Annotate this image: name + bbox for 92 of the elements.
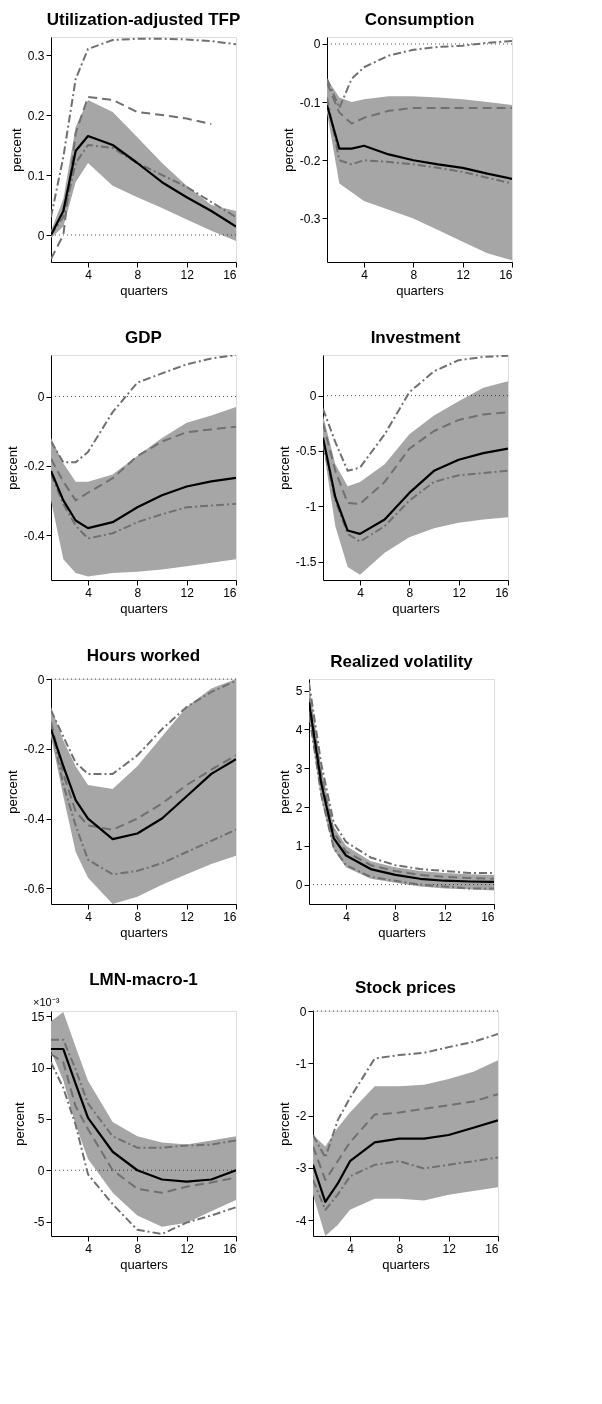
y-tick-label: 0: [309, 389, 317, 404]
y-tick-label: -0.3: [299, 211, 321, 226]
x-axis-title: quarters: [396, 282, 445, 298]
x-tick-label: 8: [392, 909, 400, 924]
y-tick-label: 3: [295, 761, 303, 776]
x-tick-label: 4: [85, 909, 93, 924]
x-tick-label: 12: [180, 267, 195, 282]
y-axis-title: percent: [4, 769, 20, 814]
y-tick-label: -0.2: [299, 153, 321, 168]
y-axis-title: percent: [4, 445, 20, 490]
x-axis-title: quarters: [120, 1256, 169, 1272]
y-axis-title: percent: [276, 769, 292, 814]
y-tick-label: 0: [313, 37, 321, 52]
y-tick-label: 0: [37, 228, 45, 243]
chart-title: Stock prices: [354, 978, 457, 997]
y-tick-label: 10: [31, 1061, 45, 1076]
chart-title: Investment: [370, 328, 461, 347]
y-tick-label: -5: [33, 1215, 45, 1230]
x-tick-label: 12: [180, 585, 195, 600]
y-tick-label: 0: [295, 878, 303, 893]
x-tick-label: 16: [223, 267, 237, 282]
y-axis-title: percent: [8, 127, 24, 172]
y-tick-label: -4: [295, 1213, 307, 1228]
y-tick-label: -0.5: [295, 444, 317, 459]
x-tick-label: 12: [452, 585, 467, 600]
y-tick-label: 0: [299, 1004, 307, 1019]
x-tick-label: 4: [85, 1241, 93, 1256]
y-tick-label: 2: [295, 800, 303, 815]
x-tick-label: 8: [396, 1241, 404, 1256]
chart-title: Realized volatility: [330, 652, 474, 671]
y-tick-label: 0: [37, 390, 45, 405]
x-tick-label: 12: [456, 267, 471, 282]
chart-title: Utilization-adjusted TFP: [46, 10, 241, 29]
x-tick-label: 8: [134, 1241, 142, 1256]
x-tick-label: 12: [180, 909, 195, 924]
x-tick-label: 16: [223, 585, 237, 600]
y-tick-label: 15: [31, 1009, 45, 1024]
x-tick-label: 8: [134, 585, 142, 600]
chart-title: Hours worked: [86, 646, 201, 665]
y-tick-label: 0: [37, 1163, 45, 1178]
x-tick-label: 8: [134, 909, 142, 924]
text: ×10⁻³: [33, 996, 60, 1008]
x-tick-label: 4: [85, 585, 93, 600]
y-tick-label: -0.4: [23, 528, 45, 543]
y-axis-title: percent: [276, 1101, 292, 1146]
y-tick-label: 5: [295, 684, 303, 699]
x-axis-title: quarters: [382, 1256, 431, 1272]
chart-title: GDP: [125, 328, 162, 347]
chart-title: LMN-macro-1: [89, 970, 198, 989]
x-tick-label: 16: [223, 909, 237, 924]
x-tick-label: 16: [499, 267, 513, 282]
y-tick-label: -1: [305, 499, 317, 514]
y-tick-label: -1.5: [295, 555, 317, 570]
y-axis-title: percent: [276, 445, 292, 490]
y-tick-label: 0: [37, 672, 45, 687]
y-tick-label: 0.2: [27, 108, 45, 123]
x-tick-label: 8: [406, 585, 414, 600]
y-tick-label: -2: [295, 1109, 307, 1124]
y-tick-label: -3: [295, 1161, 307, 1176]
y-tick-label: -0.6: [23, 881, 45, 896]
x-tick-label: 4: [347, 1241, 355, 1256]
x-tick-label: 4: [357, 585, 365, 600]
chart-title: Consumption: [364, 10, 475, 29]
y-tick-label: -0.1: [299, 95, 321, 110]
x-tick-label: 12: [442, 1241, 457, 1256]
y-tick-label: 0.1: [27, 168, 45, 183]
y-axis-title: percent: [280, 127, 296, 172]
x-axis-title: quarters: [392, 600, 441, 616]
y-tick-label: -1: [295, 1056, 307, 1071]
x-tick-label: 16: [495, 585, 509, 600]
x-tick-label: 16: [485, 1241, 499, 1256]
y-tick-label: 5: [37, 1112, 45, 1127]
x-tick-label: 4: [343, 909, 351, 924]
x-axis-title: quarters: [120, 282, 169, 298]
x-tick-label: 12: [438, 909, 453, 924]
x-tick-label: 12: [180, 1241, 195, 1256]
x-tick-label: 4: [85, 267, 93, 282]
x-tick-label: 8: [134, 267, 142, 282]
y-tick-label: 0.3: [27, 48, 45, 63]
y-tick-label: -0.2: [23, 459, 45, 474]
x-tick-label: 8: [410, 267, 418, 282]
y-tick-label: 4: [295, 722, 303, 737]
x-tick-label: 16: [481, 909, 495, 924]
x-tick-label: 4: [361, 267, 369, 282]
x-tick-label: 16: [223, 1241, 237, 1256]
x-axis-title: quarters: [120, 924, 169, 940]
x-axis-title: quarters: [378, 924, 427, 940]
y-tick-label: -0.4: [23, 812, 45, 827]
y-axis-title: percent: [12, 1101, 28, 1146]
x-axis-title: quarters: [120, 600, 169, 616]
y-tick-label: -0.2: [23, 742, 45, 757]
y-tick-label: 1: [295, 839, 303, 854]
